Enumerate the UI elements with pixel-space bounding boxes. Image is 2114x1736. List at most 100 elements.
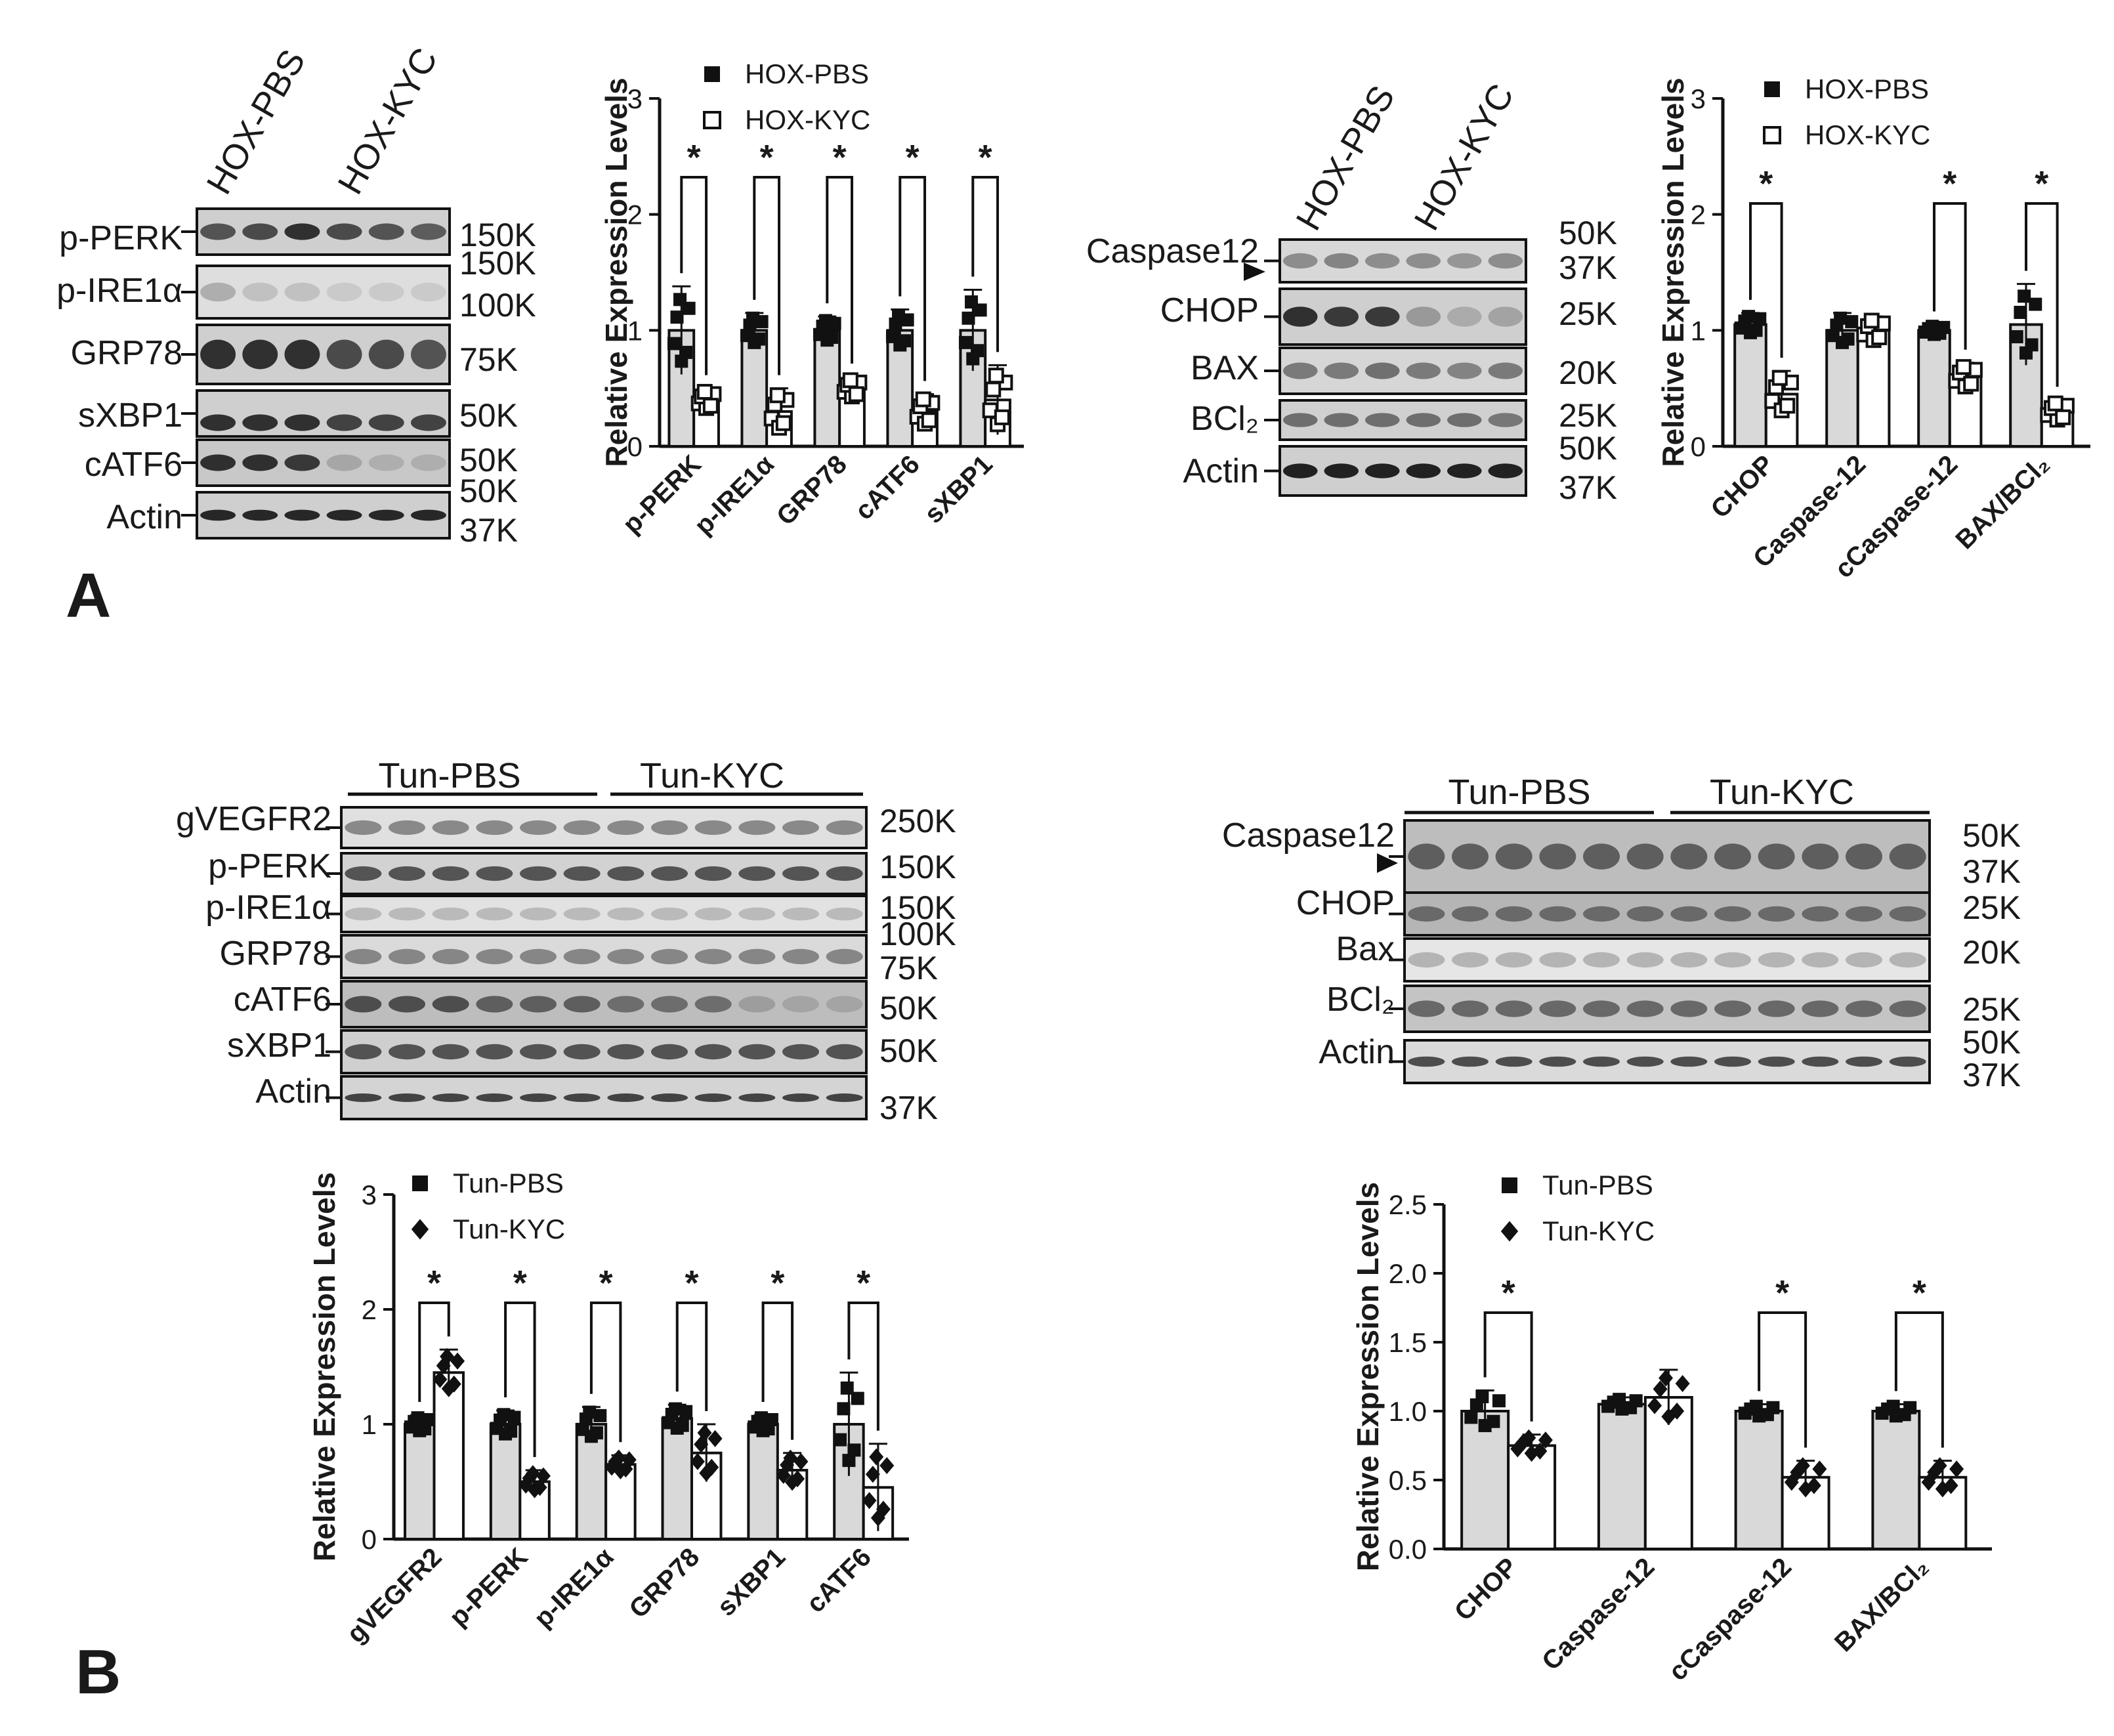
blot-band (1626, 906, 1664, 922)
data-point (1845, 315, 1859, 329)
data-point (752, 332, 766, 346)
blot-band (200, 454, 236, 471)
blot-band (563, 948, 601, 965)
data-point (679, 345, 693, 359)
data-point (2018, 289, 2031, 303)
blot-band (738, 948, 776, 965)
y-tick-label: 0 (627, 431, 643, 462)
blot-band (1758, 1056, 1795, 1067)
significance-star: * (599, 1263, 613, 1303)
blot-band (1365, 362, 1400, 379)
x-tick-label: p-IRE1α (689, 450, 780, 540)
data-point (1487, 1414, 1500, 1428)
blot-band (410, 509, 446, 521)
blot-band (1406, 307, 1441, 327)
blot-band (738, 1093, 776, 1102)
significance-bracket (826, 176, 854, 364)
significance-star: * (427, 1263, 441, 1303)
data-point (2047, 395, 2063, 412)
data-point (761, 1422, 775, 1435)
blot-band (1714, 843, 1751, 870)
blot-band (432, 948, 469, 965)
data-point (1806, 1477, 1821, 1494)
blot-strip (340, 1029, 868, 1074)
x-tick-label: sXBP1 (711, 1542, 791, 1622)
blot-band (1488, 307, 1523, 327)
blot-band (520, 866, 557, 881)
data-point (411, 1411, 425, 1425)
blot-label-p-perk: p-PERK (59, 219, 182, 257)
blot-band (1495, 843, 1533, 870)
mw-label: 37K (1559, 249, 1617, 286)
blot-band (1714, 952, 1751, 968)
arrowhead-icon (1377, 853, 1398, 873)
blot-band (200, 282, 236, 302)
data-point (1624, 1401, 1638, 1414)
blot-band (1670, 1056, 1708, 1067)
data-point (869, 1448, 884, 1466)
mw-label: 150K (879, 849, 956, 885)
data-point (1779, 398, 1796, 414)
blot-band (563, 996, 601, 1013)
blot-label-sxbp1: sXBP1 (227, 1027, 331, 1065)
blot-band (607, 1044, 645, 1060)
legend-marker (1764, 81, 1780, 97)
significance-bracket (1933, 202, 1967, 350)
blot-b-left-group-kyc: Tun-KYC (640, 756, 784, 795)
mw-label: 100K (879, 916, 956, 952)
x-tick-label: p-PERK (444, 1542, 533, 1632)
data-point (1926, 320, 1939, 333)
blot-band (1365, 253, 1400, 269)
blot-band (826, 866, 863, 881)
data-point (865, 1466, 880, 1483)
data-point (1760, 1408, 1774, 1422)
significance-bracket (847, 1302, 879, 1431)
significance-bracket (504, 1302, 536, 1457)
blot-band (1846, 1000, 1882, 1017)
bar (1734, 1410, 1784, 1550)
blot-strip (1279, 238, 1527, 284)
significance-bracket (1758, 1311, 1807, 1448)
legend-marker (412, 1175, 428, 1191)
blot-a-right-group-pbs: HOX-PBS (1288, 79, 1402, 237)
blot-band (1670, 906, 1708, 922)
blot-band (432, 820, 469, 836)
blot-band (1626, 1056, 1664, 1067)
legend-marker (1500, 1221, 1519, 1242)
blot-band (242, 339, 278, 370)
data-point (1871, 329, 1888, 345)
data-point (1963, 375, 1979, 392)
blot-band (200, 223, 236, 240)
blot-b-left: Tun-PBS Tun-KYC gVEGFR2 p-PERK p-IRE1α G… (176, 756, 956, 1126)
data-point (433, 1370, 448, 1388)
blot-band (520, 820, 557, 836)
data-point (783, 1449, 798, 1467)
blot-band (782, 820, 819, 836)
blot-label-actin: Actin (1319, 1033, 1395, 1071)
mw-label: 100K (459, 287, 536, 324)
blot-band (326, 282, 362, 302)
blot-label-bax: BAX (1191, 349, 1259, 387)
x-tick-label: BAX/BCl₂ (1829, 1552, 1934, 1657)
data-point (704, 1458, 719, 1476)
blot-band (520, 1093, 557, 1102)
blot-band (651, 1044, 688, 1060)
blot-band (1488, 362, 1523, 379)
x-tick-label: CHOP (1449, 1552, 1523, 1626)
data-point (754, 1411, 768, 1425)
data-point (1653, 1380, 1668, 1398)
blot-band (368, 282, 404, 302)
blot-band (326, 339, 362, 370)
legend-marker (704, 66, 720, 82)
legend-label: HOX-KYC (745, 104, 870, 135)
blot-band (1408, 906, 1445, 922)
blot-label-bcl2: BCl₂ (1191, 400, 1259, 438)
blot-band (345, 820, 382, 836)
blot-band (826, 1044, 863, 1060)
blot-band (1889, 1056, 1926, 1067)
blot-band (242, 282, 278, 302)
blot-band (200, 339, 236, 370)
mw-label: 37K (1962, 853, 2021, 890)
data-point (898, 334, 912, 348)
blot-band (1283, 413, 1318, 427)
